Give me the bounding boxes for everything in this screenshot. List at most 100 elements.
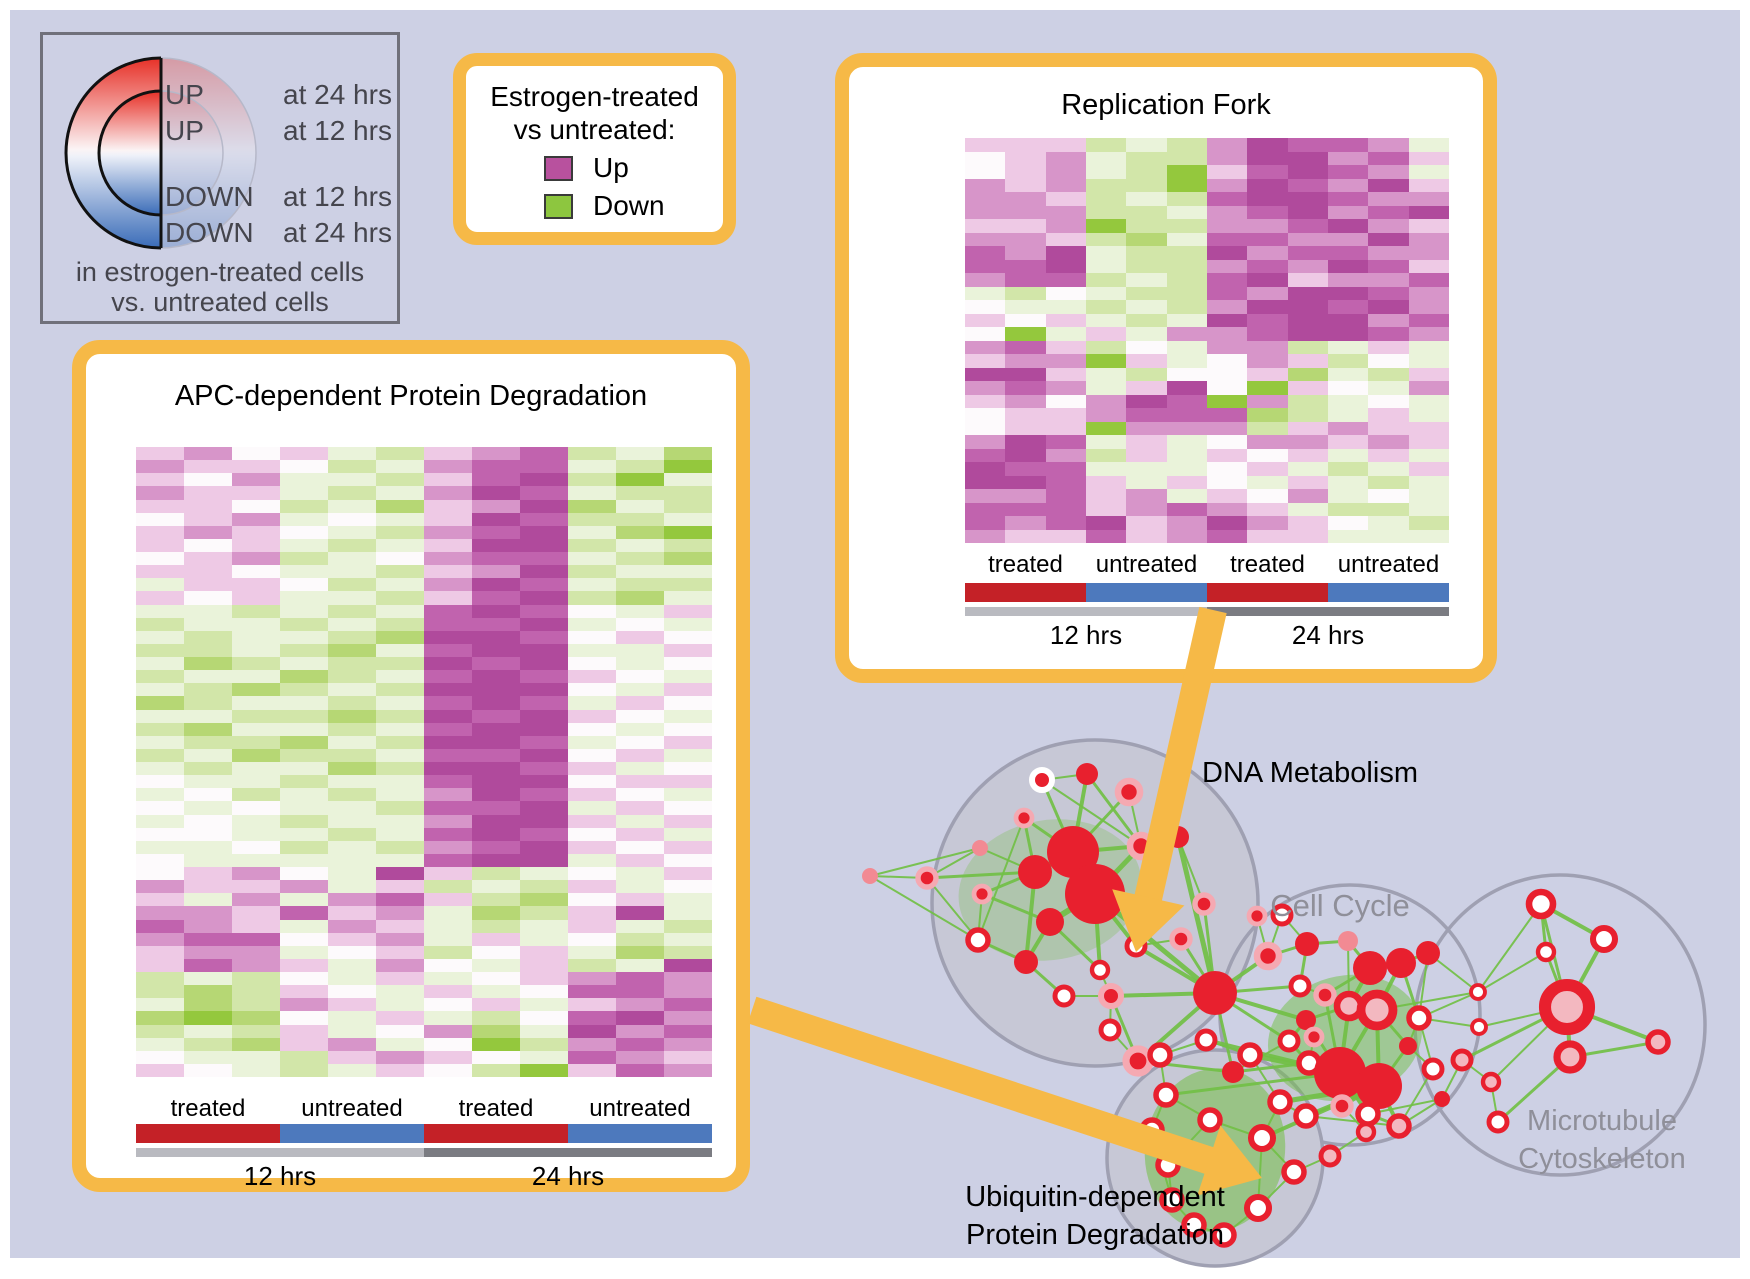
gene-node-ringW [1155, 1152, 1181, 1178]
network-edge [1367, 1098, 1443, 1115]
network-edge [1213, 954, 1270, 995]
gene-node-ringW [1147, 1042, 1173, 1068]
network-edge [1376, 991, 1479, 1011]
gene-node-red [1296, 1010, 1316, 1030]
network-edge [1214, 984, 1301, 995]
gene-node-haloP [1192, 892, 1216, 916]
network-edge [869, 875, 928, 879]
gene-node-haloP [1330, 1094, 1354, 1118]
gene-node-ringW [1535, 941, 1557, 963]
gene-node-red [1047, 826, 1099, 878]
figure-background: UP at 24 hrs UP at 12 hrs DOWN at 12 hrs… [10, 10, 1740, 1268]
gene-node-ringP [1538, 978, 1596, 1036]
network-edge [1477, 903, 1542, 993]
network-edge [1477, 951, 1547, 993]
gene-node-pink [1338, 931, 1358, 951]
annotation-arrow-head [1112, 889, 1185, 952]
gene-node-ringW [1355, 1101, 1381, 1127]
network-edge [1347, 940, 1350, 1007]
network-edge [1093, 893, 1102, 971]
network-edge [1427, 952, 1479, 993]
network-edge [1024, 920, 1052, 964]
gene-node-ringW [1267, 1089, 1293, 1115]
gene-node-ringW [1124, 934, 1148, 958]
gene-node-red [1295, 932, 1319, 956]
network-edge [1256, 915, 1269, 957]
network-edge [1305, 1115, 1400, 1127]
gene-node-red [1356, 1063, 1402, 1109]
network-edge [1377, 1045, 1410, 1087]
network-edge [1249, 1054, 1281, 1103]
gene-node-ringW [1098, 1018, 1122, 1042]
network-edge [1024, 960, 1066, 998]
gene-node-haloP [1246, 905, 1268, 927]
network-edge [1214, 991, 1307, 1022]
gene-node-ringW [1139, 1117, 1165, 1143]
hrs12-bar [965, 607, 1207, 616]
network-edge [1257, 1171, 1295, 1209]
hrs24-label: 24 hrs [531, 1161, 605, 1191]
network-edge [1407, 1045, 1434, 1070]
network-edge [1540, 902, 1605, 941]
network-edge [1565, 1006, 1572, 1058]
cluster-label-cellcycle: Cell Cycle [1270, 888, 1410, 923]
network-edge [1109, 1029, 1139, 1062]
network-edge [1232, 1061, 1310, 1074]
network-edge [926, 870, 1036, 880]
gene-node-ringW [1277, 1029, 1301, 1053]
gene-node-ringW [965, 927, 991, 953]
network-edge [869, 875, 979, 941]
network-edge [1257, 1137, 1263, 1209]
network-edge [1418, 952, 1429, 1019]
gene-node-red [1167, 826, 1189, 848]
network-edge [1110, 991, 1216, 998]
network-edge [1544, 951, 1569, 1008]
network-edge [1338, 1005, 1351, 1074]
replication-time-bars [965, 607, 1449, 616]
network-edge [1023, 816, 1074, 854]
gene-node-pink [972, 840, 988, 856]
gene-node-ringW [1052, 984, 1076, 1008]
network-edge [1099, 969, 1112, 997]
gene-node-haloP [1253, 941, 1283, 971]
estrogen-legend-title-line1: Estrogen-treated [490, 81, 699, 112]
network-edge [1175, 836, 1218, 994]
network-edge [1137, 1059, 1234, 1074]
network-edge [869, 847, 981, 877]
gene-node-ringP [1645, 1029, 1671, 1055]
key-footer-line2: vs. untreated cells [111, 287, 329, 317]
network-edge [1048, 891, 1097, 925]
gene-node-ringW [1589, 924, 1619, 954]
gene-node-red [1386, 948, 1416, 978]
network-edge [1441, 1059, 1463, 1100]
network-edge [1341, 1084, 1380, 1108]
network-edge [1367, 1112, 1400, 1128]
gene-node-haloP [1169, 927, 1193, 951]
network-edge [1375, 1009, 1381, 1087]
estrogen-legend-box: Estrogen-treated vs untreated: Up Down [453, 53, 736, 245]
gene-node-red [1434, 1091, 1450, 1107]
network-edge [1347, 967, 1372, 1007]
gene-node-haloP [1313, 983, 1337, 1007]
gene-node-haloP [915, 866, 939, 890]
hrs24-bar [1207, 607, 1449, 616]
network-edge [1167, 1119, 1211, 1166]
annotation-arrow-shaft [747, 996, 1219, 1176]
legend-item-down: Down [544, 190, 723, 222]
hrs12-bar [136, 1148, 424, 1157]
cluster-label-microtubule: Microtubule Cytoskeleton [1518, 1105, 1686, 1175]
apc-panel: APC-dependent Protein Degradation treate… [72, 340, 750, 1192]
network-edge [1085, 773, 1143, 847]
hrs24-label: 24 hrs [1291, 620, 1365, 650]
gene-node-ringP [1333, 990, 1365, 1022]
apc-heatmap [136, 447, 712, 1077]
network-edge [1306, 939, 1349, 946]
gene-node-ringW [1237, 1042, 1263, 1068]
gene-node-red [1416, 941, 1440, 965]
gene-node-ringW [1243, 1193, 1273, 1223]
key-up-12-word: UP [165, 115, 204, 146]
network-edge [1398, 1068, 1434, 1127]
hrs24-bar [424, 1148, 712, 1157]
network-edge [926, 847, 981, 879]
